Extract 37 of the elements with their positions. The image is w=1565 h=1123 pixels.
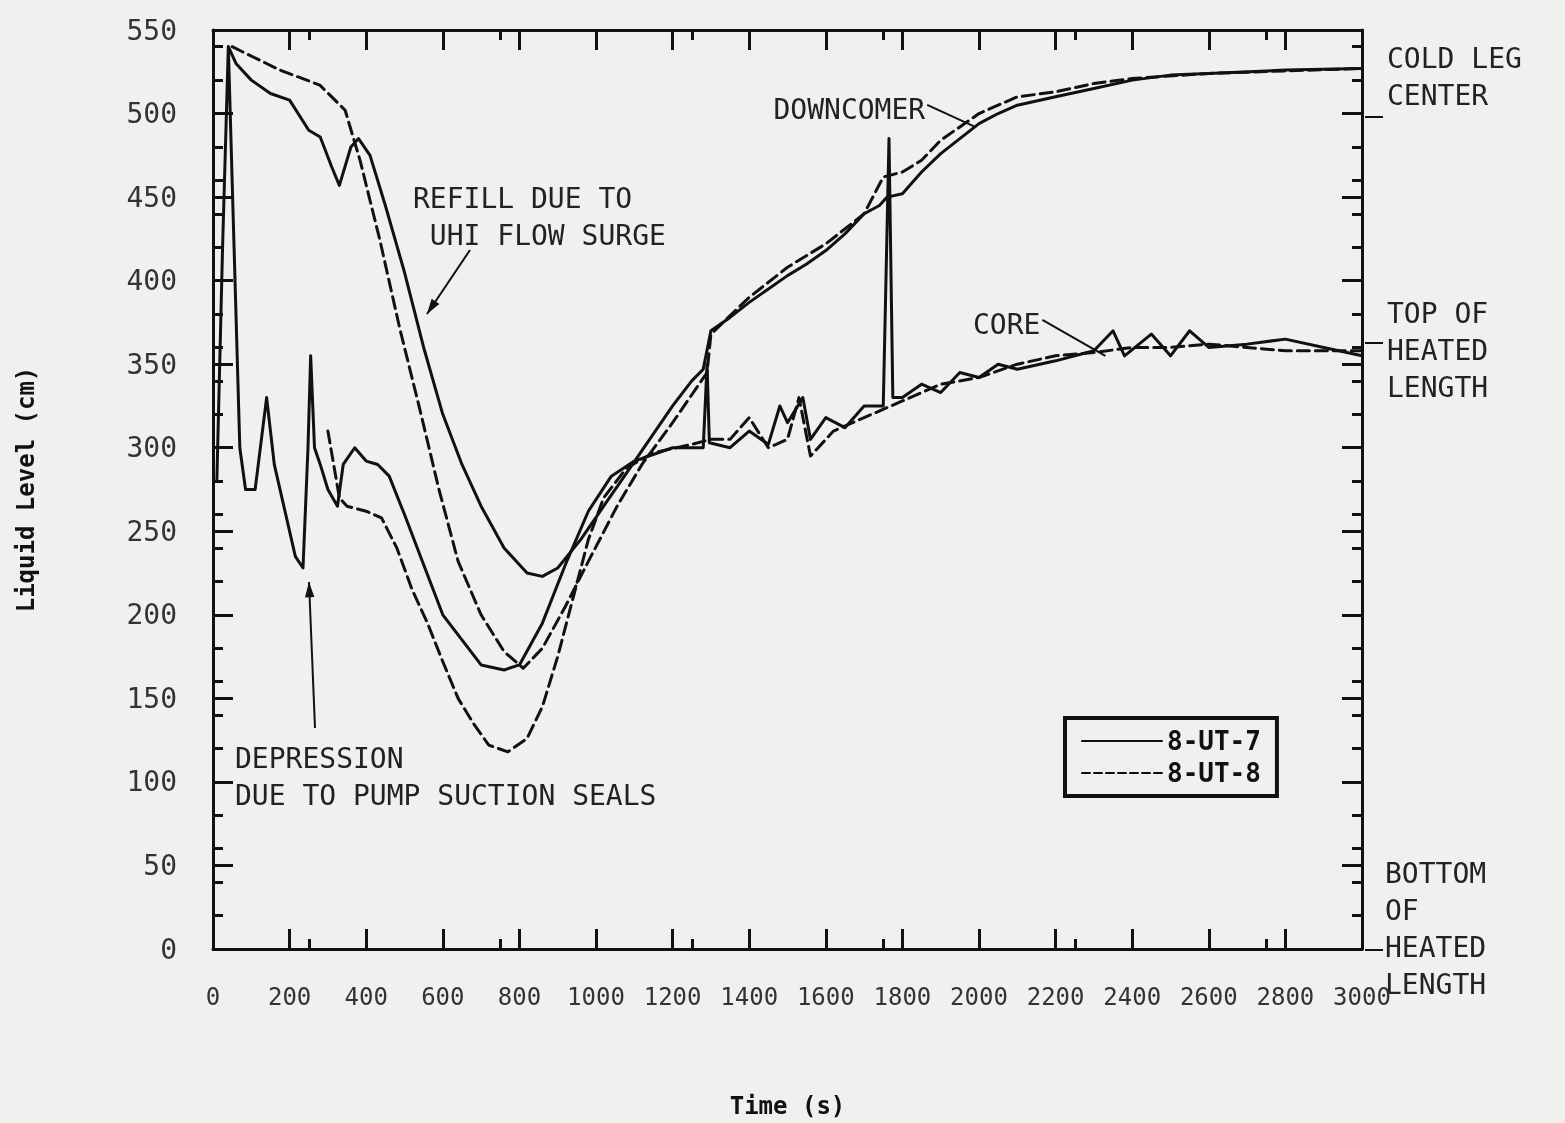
y-tick-label: 400	[126, 264, 177, 298]
annotation: DEPRESSION DUE TO PUMP SUCTION SEALS	[235, 742, 657, 812]
x-tick-label: 2400	[1103, 983, 1162, 1011]
x-axis-title: Time (s)	[729, 1092, 846, 1120]
x-tick-label: 2200	[1026, 983, 1085, 1011]
x-tick-label: 2600	[1179, 983, 1238, 1011]
y-axis-title: Liquid Level (cm)	[12, 366, 40, 613]
y-tick-label: 550	[126, 13, 177, 47]
y-tick-label: 50	[143, 848, 177, 882]
x-tick-label: 400	[344, 983, 388, 1011]
x-tick-label: 1400	[720, 983, 779, 1011]
x-tick-label: 1000	[567, 983, 625, 1011]
x-tick-label: 600	[421, 983, 465, 1011]
x-tick-label: 2000	[950, 983, 1008, 1011]
x-tick-label: 2800	[1256, 983, 1315, 1011]
text: COLD LEG CENTER	[1387, 42, 1522, 112]
y-tick-label: 100	[126, 765, 177, 799]
legend-label: 8-UT-7	[1167, 726, 1261, 756]
legend-label: 8-UT-8	[1167, 758, 1261, 788]
y-tick-label: 350	[126, 347, 177, 381]
y-tick-label: 200	[126, 598, 177, 632]
y-tick-label: 150	[126, 681, 177, 715]
y-tick-label: 450	[126, 180, 177, 214]
x-tick-label: 1600	[796, 983, 855, 1011]
y-tick-label: 300	[126, 431, 177, 465]
x-tick-label: 1800	[873, 983, 932, 1011]
y-tick-label: 0	[160, 932, 177, 966]
x-tick-label: 800	[497, 983, 542, 1011]
x-tick-label: 0	[205, 983, 221, 1011]
annotation: REFILL DUE TO UHI FLOW SURGE	[413, 182, 666, 252]
annotation: DOWNCOMER	[773, 92, 926, 126]
y-tick-label: 250	[126, 514, 177, 548]
annotation: CORE	[972, 307, 1041, 341]
x-tick-label: 200	[267, 983, 312, 1011]
y-tick-label: 500	[126, 97, 177, 131]
text: TOP OF HEATED LENGTH	[1387, 297, 1489, 404]
x-tick-label: 1200	[643, 983, 702, 1011]
